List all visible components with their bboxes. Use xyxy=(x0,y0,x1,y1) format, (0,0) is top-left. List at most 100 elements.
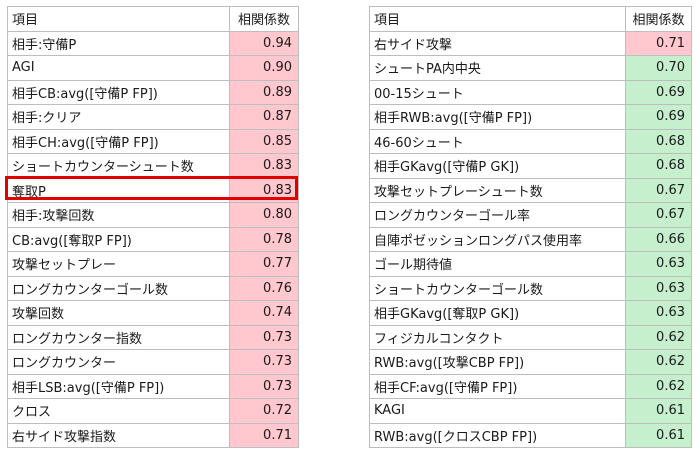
table-row: CB:avg([奪取P FP]) 0.78 xyxy=(7,226,299,252)
item-cell: 右サイド攻撃指数 xyxy=(7,422,230,448)
table-row: ショートカウンターシュート数 0.83 xyxy=(7,153,299,179)
table-row: クロス 0.72 xyxy=(7,398,299,424)
table-row: 自陣ポゼッションロングパス使用率 0.66 xyxy=(369,226,692,252)
item-cell: 相手:攻撃回数 xyxy=(7,202,230,228)
left-correlation-table: 項目 相関係数 相手:守備P 0.94 AGI 0.90 相手CB:avg([守備P F… xyxy=(7,6,299,448)
correlation-value-cell: 0.72 xyxy=(229,398,299,424)
table-row: 右サイド攻撃 0.71 xyxy=(369,30,692,56)
correlation-value-cell: 0.87 xyxy=(229,104,299,130)
header-row: 項目 相関係数 xyxy=(369,6,692,32)
header-row: 項目 相関係数 xyxy=(7,6,299,32)
item-header: 項目 xyxy=(369,6,626,32)
item-cell: 攻撃セットプレーシュート数 xyxy=(369,177,626,203)
item-cell: 相手GKavg([奪取P GK]) xyxy=(369,300,626,326)
item-cell: RWB:avg([クロスCBP FP]) xyxy=(369,422,626,448)
item-cell: CB:avg([奪取P FP]) xyxy=(7,226,230,252)
item-cell: 相手LSB:avg([守備P FP]) xyxy=(7,373,230,399)
item-cell: AGI xyxy=(7,55,230,81)
correlation-value-cell: 0.89 xyxy=(229,79,299,105)
correlation-value-cell: 0.73 xyxy=(229,349,299,375)
table-row: KAGI 0.61 xyxy=(369,398,692,424)
correlation-value-cell: 0.85 xyxy=(229,128,299,154)
table-row: 相手LSB:avg([守備P FP]) 0.73 xyxy=(7,373,299,399)
table-row: フィジカルコンタクト 0.62 xyxy=(369,324,692,350)
table-row: 攻撃回数 0.74 xyxy=(7,300,299,326)
correlation-value-cell: 0.90 xyxy=(229,55,299,81)
item-cell: 46-60シュート xyxy=(369,128,626,154)
item-cell: ロングカウンターゴール数 xyxy=(7,275,230,301)
item-cell: KAGI xyxy=(369,398,626,424)
correlation-value-cell: 0.69 xyxy=(625,104,692,130)
left-table-body: 相手:守備P 0.94 AGI 0.90 相手CB:avg([守備P FP]) 0.89 相… xyxy=(7,30,299,448)
table-row: 相手CH:avg([守備P FP]) 0.85 xyxy=(7,128,299,154)
correlation-header: 相関係数 xyxy=(229,6,299,32)
table-row: 00-15シュート 0.69 xyxy=(369,79,692,105)
item-cell: 相手CB:avg([守備P FP]) xyxy=(7,79,230,105)
table-row: ロングカウンターゴール数 0.76 xyxy=(7,275,299,301)
item-cell: ロングカウンター指数 xyxy=(7,324,230,350)
table-row: 相手GKavg([守備P GK]) 0.68 xyxy=(369,153,692,179)
item-cell: ショートカウンターゴール数 xyxy=(369,275,626,301)
item-cell: 相手:守備P xyxy=(7,30,230,56)
correlation-value-cell: 0.70 xyxy=(625,55,692,81)
table-row: 奪取P 0.83 xyxy=(7,177,299,203)
table-row: ロングカウンター指数 0.73 xyxy=(7,324,299,350)
right-table-body: 右サイド攻撃 0.71 シュートPA内中央 0.70 00-15シュート 0.69 相手RW… xyxy=(369,30,692,448)
correlation-value-cell: 0.69 xyxy=(625,79,692,105)
item-cell: 相手GKavg([守備P GK]) xyxy=(369,153,626,179)
correlation-value-cell: 0.78 xyxy=(229,226,299,252)
table-row: ショートカウンターゴール数 0.63 xyxy=(369,275,692,301)
correlation-value-cell: 0.74 xyxy=(229,300,299,326)
table-row: 相手:攻撃回数 0.80 xyxy=(7,202,299,228)
correlation-value-cell: 0.61 xyxy=(625,422,692,448)
table-row: 相手:クリア 0.87 xyxy=(7,104,299,130)
table-row: ロングカウンターゴール率 0.67 xyxy=(369,202,692,228)
correlation-value-cell: 0.73 xyxy=(229,373,299,399)
table-row: ゴール期待値 0.63 xyxy=(369,251,692,277)
item-cell: 相手CF:avg([守備P FP]) xyxy=(369,373,626,399)
correlation-value-cell: 0.83 xyxy=(229,177,299,203)
correlation-value-cell: 0.62 xyxy=(625,324,692,350)
item-cell: シュートPA内中央 xyxy=(369,55,626,81)
item-cell: 右サイド攻撃 xyxy=(369,30,626,56)
item-cell: RWB:avg([攻撃CBP FP]) xyxy=(369,349,626,375)
table-row: 攻撃セットプレーシュート数 0.67 xyxy=(369,177,692,203)
correlation-value-cell: 0.62 xyxy=(625,373,692,399)
correlation-value-cell: 0.68 xyxy=(625,153,692,179)
item-cell: ロングカウンター xyxy=(7,349,230,375)
table-row: ロングカウンター 0.73 xyxy=(7,349,299,375)
correlation-value-cell: 0.71 xyxy=(229,422,299,448)
correlation-value-cell: 0.76 xyxy=(229,275,299,301)
correlation-value-cell: 0.67 xyxy=(625,202,692,228)
correlation-header: 相関係数 xyxy=(625,6,692,32)
item-cell: 攻撃回数 xyxy=(7,300,230,326)
correlation-value-cell: 0.77 xyxy=(229,251,299,277)
table-row: RWB:avg([攻撃CBP FP]) 0.62 xyxy=(369,349,692,375)
correlation-value-cell: 0.68 xyxy=(625,128,692,154)
table-row: RWB:avg([クロスCBP FP]) 0.61 xyxy=(369,422,692,448)
item-header: 項目 xyxy=(7,6,230,32)
item-cell: フィジカルコンタクト xyxy=(369,324,626,350)
table-row: 相手RWB:avg([守備P FP]) 0.69 xyxy=(369,104,692,130)
item-cell: 相手CH:avg([守備P FP]) xyxy=(7,128,230,154)
correlation-value-cell: 0.67 xyxy=(625,177,692,203)
right-correlation-table: 項目 相関係数 右サイド攻撃 0.71 シュートPA内中央 0.70 00-15シュート… xyxy=(369,6,692,448)
item-cell: ショートカウンターシュート数 xyxy=(7,153,230,179)
table-row: 相手GKavg([奪取P GK]) 0.63 xyxy=(369,300,692,326)
item-cell: 奪取P xyxy=(7,177,230,203)
item-cell: 自陣ポゼッションロングパス使用率 xyxy=(369,226,626,252)
correlation-value-cell: 0.63 xyxy=(625,275,692,301)
correlation-value-cell: 0.61 xyxy=(625,398,692,424)
table-row: 相手CF:avg([守備P FP]) 0.62 xyxy=(369,373,692,399)
correlation-value-cell: 0.63 xyxy=(625,251,692,277)
correlation-value-cell: 0.83 xyxy=(229,153,299,179)
table-row: 右サイド攻撃指数 0.71 xyxy=(7,422,299,448)
correlation-value-cell: 0.62 xyxy=(625,349,692,375)
table-row: AGI 0.90 xyxy=(7,55,299,81)
item-cell: 00-15シュート xyxy=(369,79,626,105)
correlation-value-cell: 0.63 xyxy=(625,300,692,326)
item-cell: ゴール期待値 xyxy=(369,251,626,277)
item-cell: 相手:クリア xyxy=(7,104,230,130)
correlation-value-cell: 0.71 xyxy=(625,30,692,56)
table-row: シュートPA内中央 0.70 xyxy=(369,55,692,81)
